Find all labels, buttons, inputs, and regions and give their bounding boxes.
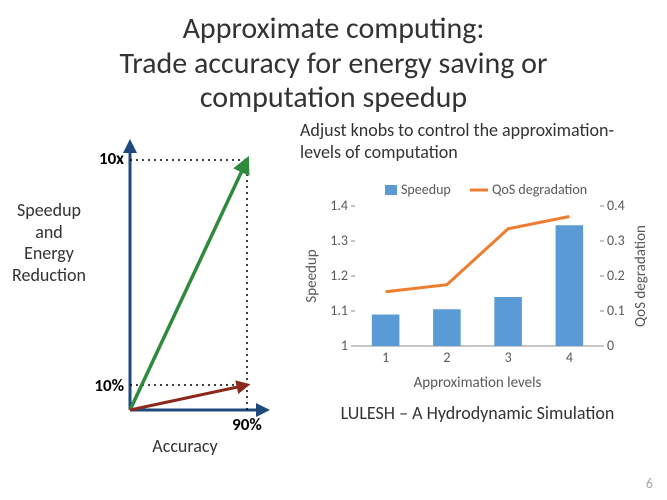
ylabel-l2: and bbox=[35, 221, 63, 243]
arrow-diagram: 10x 10% 90% Accuracy bbox=[0, 120, 290, 460]
knob-l1: Adjust knobs to control the approximatio… bbox=[300, 119, 614, 141]
svg-text:0.3: 0.3 bbox=[607, 232, 625, 249]
svg-text:1.3: 1.3 bbox=[330, 232, 348, 249]
bar-line-chart: 1 1.1 1.2 1.3 1.4 0 0.1 0.2 0.3 0.4 1 2 3 4 Approximat… bbox=[300, 181, 655, 391]
left-ylabel: Speedup and Energy Reduction bbox=[8, 200, 90, 286]
left-chart-panel: Speedup and Energy Reduction 10x 10% 90% Ac… bbox=[0, 120, 290, 480]
svg-text:10x: 10x bbox=[99, 148, 124, 169]
svg-text:QoS degradation: QoS degradation bbox=[492, 181, 587, 198]
svg-text:1.1: 1.1 bbox=[330, 302, 348, 319]
svg-text:0: 0 bbox=[607, 337, 614, 354]
svg-text:Accuracy: Accuracy bbox=[152, 435, 218, 457]
svg-text:4: 4 bbox=[566, 349, 573, 366]
svg-text:0.4: 0.4 bbox=[607, 197, 625, 214]
knob-description: Adjust knobs to control the approximatio… bbox=[300, 120, 655, 163]
svg-text:1.4: 1.4 bbox=[330, 197, 348, 214]
svg-text:Speedup: Speedup bbox=[401, 181, 451, 198]
svg-text:QoS degradation: QoS degradation bbox=[632, 225, 650, 327]
knob-l2: levels of computation bbox=[300, 141, 458, 163]
svg-text:3: 3 bbox=[505, 349, 512, 366]
svg-text:0.1: 0.1 bbox=[607, 302, 625, 319]
svg-text:90%: 90% bbox=[232, 414, 262, 435]
svg-text:2: 2 bbox=[443, 349, 450, 366]
title-line-3: computation speedup bbox=[200, 79, 467, 116]
ylabel-l1: Speedup bbox=[17, 199, 81, 221]
svg-text:Approximation levels: Approximation levels bbox=[414, 374, 542, 391]
ylabel-l3: Energy bbox=[24, 242, 74, 264]
svg-text:1.2: 1.2 bbox=[330, 267, 348, 284]
ylabel-l4: Reduction bbox=[12, 264, 86, 286]
title-line-2: Trade accuracy for energy saving or bbox=[120, 45, 548, 82]
svg-text:1: 1 bbox=[341, 337, 348, 354]
page-number: 6 bbox=[646, 475, 653, 492]
chart-caption: LULESH – A Hydrodynamic Simulation bbox=[300, 402, 655, 424]
svg-text:10%: 10% bbox=[94, 375, 124, 396]
right-chart-panel: Adjust knobs to control the approximatio… bbox=[300, 120, 655, 480]
title-line-1: Approximate computing: bbox=[183, 10, 485, 47]
svg-text:Speedup: Speedup bbox=[303, 249, 321, 302]
svg-text:1: 1 bbox=[382, 349, 389, 366]
slide-title: Approximate computing: Trade accuracy fo… bbox=[0, 12, 667, 116]
svg-text:0.2: 0.2 bbox=[607, 267, 625, 284]
